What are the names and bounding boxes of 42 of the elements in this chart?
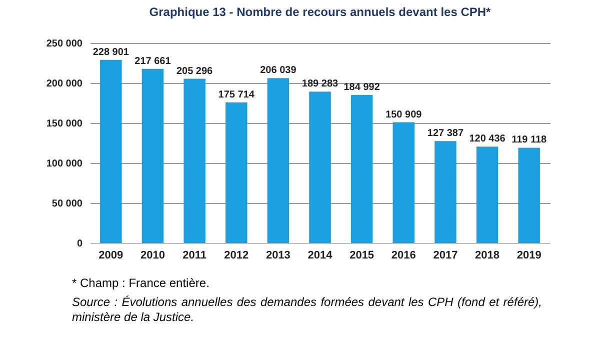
data-label: 228 901	[92, 46, 130, 58]
x-tick-label: 2012	[224, 250, 249, 262]
x-tick-label: 2017	[433, 250, 458, 262]
data-label: 120 436	[469, 134, 506, 145]
data-label: 217 661	[134, 56, 172, 67]
bar	[267, 78, 290, 243]
x-tick-label: 2009	[98, 250, 124, 262]
bar	[392, 122, 415, 243]
y-tick-label: 150 000	[46, 118, 83, 130]
data-label: 127 387	[427, 128, 464, 140]
data-label: 119 118	[512, 134, 548, 146]
text: * Champ : France entière.	[72, 276, 210, 291]
y-tick-label: 0	[76, 238, 83, 250]
y-tick-label: 100 000	[46, 158, 83, 170]
data-label: 150 909	[386, 109, 422, 120]
bar	[142, 68, 164, 243]
x-tick-label: 2010	[140, 250, 165, 262]
x-tick-label: 2011	[182, 250, 206, 262]
x-tick-label: 2015	[350, 250, 374, 262]
bar	[476, 146, 498, 243]
data-label: 205 296	[176, 66, 214, 77]
data-label: 175 714	[218, 89, 255, 100]
bar	[309, 92, 331, 243]
bar	[434, 141, 456, 243]
bar	[225, 102, 248, 243]
x-tick-label: 2016	[391, 250, 416, 262]
y-tick-label: 250 000	[46, 38, 83, 50]
y-tick-label: 50 000	[52, 198, 83, 210]
x-tick-label: 2019	[516, 250, 542, 262]
source-note: Source : Évolutions annuelles des demandes formées devant les CPH (fond et référé), ministère de la Justice.	[72, 295, 542, 325]
chart-title: Graphique 13 - Nombre de recours annuels devant les CPH*	[149, 5, 492, 19]
bar	[518, 148, 540, 243]
data-label: 206 039	[260, 65, 297, 76]
bar	[100, 60, 122, 243]
data-label: 184 992	[344, 82, 380, 94]
x-tick-label: 2018	[475, 250, 500, 262]
y-tick-label: 200 000	[46, 78, 83, 90]
x-tick-label: 2013	[266, 250, 290, 262]
bar	[350, 95, 373, 243]
data-label: 189 283	[302, 78, 339, 90]
x-tick-label: 2014	[308, 250, 334, 262]
bar	[184, 78, 206, 243]
